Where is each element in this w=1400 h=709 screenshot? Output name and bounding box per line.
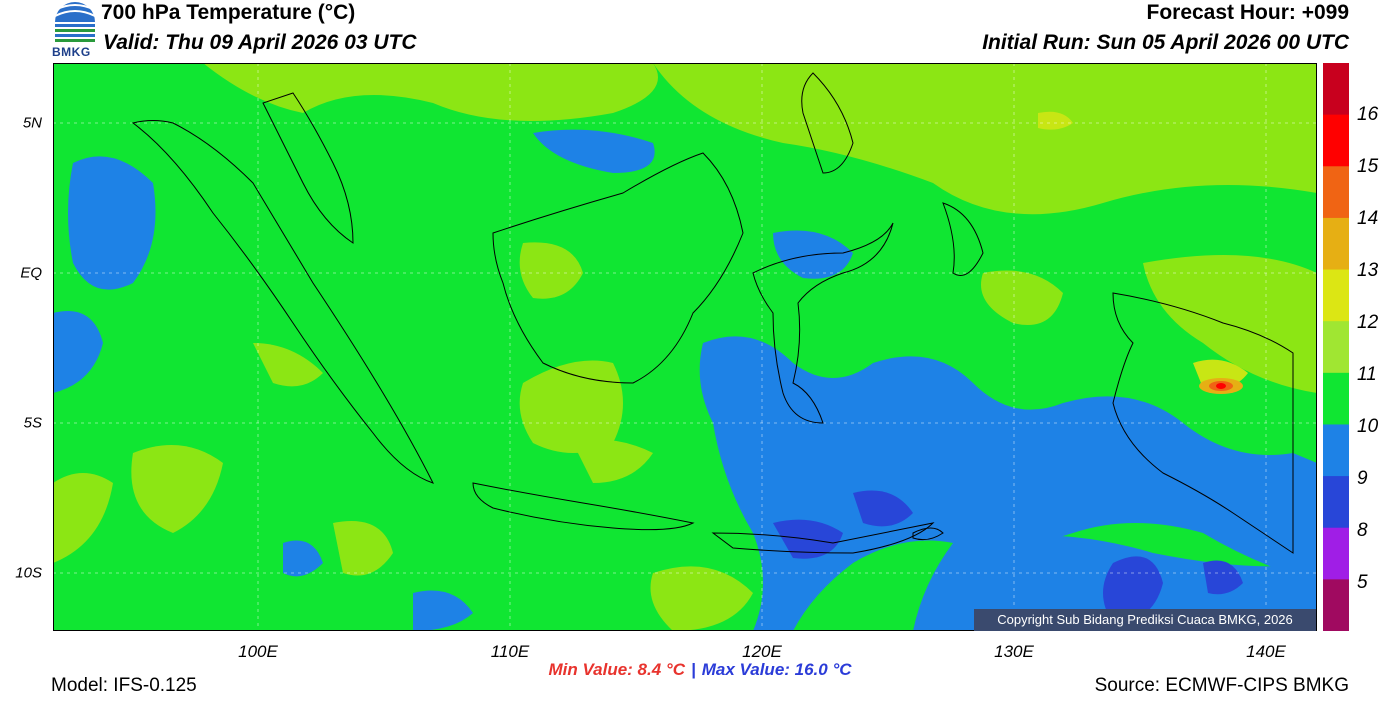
- colorbar-label-5: 5: [1357, 572, 1368, 593]
- map-title: 700 hPa Temperature (°C): [101, 1, 356, 24]
- max-value: Max Value: 16.0 °C: [701, 660, 852, 679]
- lat-label-10s: 10S: [15, 564, 42, 582]
- philippines-coast: [801, 72, 854, 174]
- colorbar-label-15: 15: [1357, 156, 1379, 177]
- colorbar: [1323, 63, 1349, 631]
- coastlines: [131, 72, 1294, 554]
- colorbar-segment: [1323, 166, 1349, 219]
- graticule: [53, 63, 1317, 631]
- colorbar-segment: [1323, 217, 1349, 271]
- colorbar-label-13: 13: [1357, 260, 1379, 281]
- colorbar-label-12: 12: [1357, 312, 1379, 333]
- min-max-separator: |: [690, 660, 696, 679]
- sumatra-coast: [131, 120, 434, 484]
- colorbar-segment: [1323, 476, 1349, 529]
- colorbar-segment: [1323, 269, 1349, 322]
- model-name: Model: IFS-0.125: [51, 675, 197, 696]
- malay-peninsula-coast: [262, 92, 354, 244]
- colorbar-label-9: 9: [1357, 468, 1368, 489]
- colorbar-segment: [1323, 579, 1349, 631]
- colorbar-label-14: 14: [1357, 208, 1379, 229]
- data-source: Source: ECMWF-CIPS BMKG: [1094, 675, 1349, 696]
- colorbar-segment: [1323, 424, 1349, 477]
- lon-label-100e: 100E: [238, 642, 278, 661]
- colorbar-label-11: 11: [1357, 364, 1377, 385]
- java-coast: [472, 482, 695, 531]
- colorbar-segment: [1323, 372, 1349, 425]
- colorbar-label-10: 10: [1357, 416, 1379, 437]
- initial-run: Initial Run: Sun 05 April 2026 00 UTC: [982, 31, 1349, 54]
- logo-text: BMKG: [52, 45, 91, 59]
- lat-label-5n: 5N: [22, 114, 42, 132]
- min-max-values: Min Value: 8.4 °C | Max Value: 16.0 °C: [0, 660, 1400, 680]
- sulawesi-coast: [752, 222, 894, 424]
- colorbar-segment: [1323, 527, 1349, 580]
- lon-label-120e: 120E: [742, 642, 782, 661]
- borneo-coast: [492, 152, 744, 384]
- timor-coast: [912, 527, 944, 541]
- new-guinea-coast: [1112, 292, 1294, 554]
- cold-field-areas: [773, 490, 1243, 623]
- colorbar-segment: [1323, 63, 1349, 116]
- colorbar-label-8: 8: [1357, 520, 1368, 541]
- forecast-hour: Forecast Hour: +099: [1146, 1, 1350, 24]
- colorbar-label-16: 16: [1357, 104, 1379, 125]
- lon-label-140e: 140E: [1246, 642, 1286, 661]
- warm-field-areas: [53, 63, 1317, 631]
- nusa-tenggara-coast: [711, 522, 935, 554]
- lat-label-5s: 5S: [23, 414, 42, 432]
- lat-label-eq: EQ: [20, 264, 42, 282]
- colorbar-segment: [1323, 114, 1349, 167]
- temperature-map: [53, 63, 1317, 631]
- valid-time: Valid: Thu 09 April 2026 03 UTC: [103, 31, 417, 54]
- map-frame: [53, 63, 1317, 631]
- colorbar-segment: [1323, 321, 1349, 374]
- copyright-notice: Copyright Sub Bidang Prediksi Cuaca BMKG…: [974, 609, 1316, 631]
- lon-label-110e: 110E: [490, 642, 530, 661]
- lon-label-130e: 130E: [994, 642, 1034, 661]
- bmkg-logo-icon: [54, 2, 96, 42]
- halmahera-coast: [942, 202, 984, 276]
- min-value: Min Value: 8.4 °C: [548, 660, 685, 679]
- max-temp-hotspot: [1199, 378, 1243, 394]
